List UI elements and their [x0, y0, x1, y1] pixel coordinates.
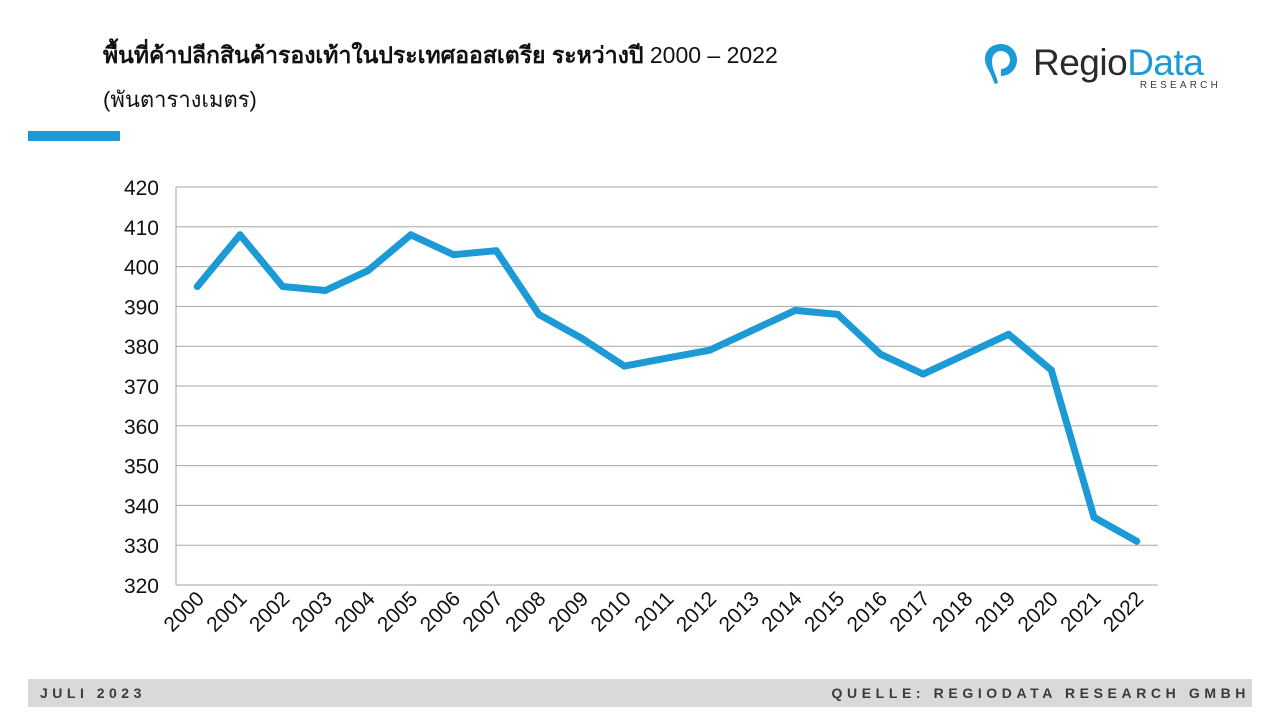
- data-point-2019: [1005, 330, 1013, 338]
- x-tick-label: 2013: [715, 587, 764, 636]
- y-tick-label: 360: [124, 416, 159, 439]
- x-tick-label: 2014: [757, 587, 807, 637]
- y-tick-label: 390: [124, 296, 159, 319]
- series-line: [193, 231, 1141, 545]
- location-pin-icon: [985, 44, 1017, 84]
- data-point-2014: [791, 306, 799, 314]
- logo-wordmark: RegioData: [1033, 40, 1204, 86]
- x-tick-label: 2004: [330, 587, 380, 637]
- data-point-2011: [663, 354, 671, 362]
- x-tick-label: 2009: [544, 587, 593, 636]
- data-point-2005: [407, 231, 415, 239]
- data-point-2002: [279, 283, 287, 290]
- y-tick-label: 320: [124, 575, 159, 598]
- data-point-2013: [748, 326, 756, 334]
- data-point-2015: [834, 310, 842, 318]
- data-point-2020: [1047, 366, 1055, 374]
- y-tick-label: 330: [124, 535, 159, 558]
- x-tick-label: 2012: [672, 587, 721, 636]
- y-tick-label: 400: [124, 257, 159, 280]
- x-tick-label: 2006: [416, 587, 465, 636]
- chart-subtitle: (พันตารางเมตร): [103, 87, 257, 112]
- x-tick-label: 2007: [458, 587, 507, 636]
- data-point-2007: [492, 247, 500, 255]
- y-tick-label: 380: [124, 336, 159, 359]
- x-tick-label: 2021: [1056, 587, 1105, 636]
- data-point-2009: [578, 334, 586, 342]
- data-point-2000: [193, 283, 201, 290]
- logo-tagline: RESEARCH: [1139, 80, 1221, 91]
- footer-date: JULI 2023: [40, 685, 146, 701]
- x-tick-label: 2019: [971, 587, 1020, 636]
- chart-title-text: พื้นที่ค้าปลีกสินค้ารองเท้าในประเทศออสเต…: [103, 42, 644, 68]
- line-chart: 4204104003903803703603503403303202000200…: [124, 177, 1158, 637]
- x-tick-label: 2011: [630, 587, 678, 635]
- data-point-2022: [1133, 537, 1141, 545]
- data-point-2006: [450, 251, 458, 259]
- data-point-2004: [364, 267, 372, 275]
- x-tick-label: 2022: [1099, 587, 1148, 636]
- data-point-2012: [706, 346, 714, 354]
- x-tick-label: 2015: [800, 587, 849, 636]
- footer-source: QUELLE: REGIODATA RESEARCH GMBH: [831, 685, 1250, 701]
- data-point-2010: [620, 362, 628, 370]
- y-tick-label: 410: [124, 217, 159, 240]
- y-tick-label: 370: [124, 376, 159, 399]
- y-tick-label: 420: [124, 177, 159, 200]
- x-tick-label: 2002: [245, 587, 294, 636]
- data-point-2016: [876, 350, 884, 358]
- y-tick-label: 340: [124, 495, 159, 518]
- x-tick-label: 2010: [587, 587, 636, 636]
- x-tick-label: 2003: [288, 587, 337, 636]
- x-tick-label: 2016: [843, 587, 892, 636]
- x-tick-label: 2008: [501, 587, 550, 636]
- x-tick-label: 2000: [160, 587, 209, 636]
- accent-bar: [28, 131, 120, 141]
- x-tick-label: 2020: [1013, 587, 1062, 636]
- data-point-2018: [962, 350, 970, 358]
- regiodata-logo: RegioData RESEARCH: [983, 40, 1233, 96]
- chart-title: พื้นที่ค้าปลีกสินค้ารองเท้าในประเทศออสเต…: [103, 40, 778, 70]
- y-tick-label: 350: [124, 456, 159, 479]
- logo-word-regio: Regio: [1033, 42, 1128, 83]
- chart-title-years: 2000 – 2022: [643, 42, 778, 68]
- data-point-2008: [535, 310, 543, 318]
- x-tick-label: 2005: [373, 587, 422, 636]
- x-tick-label: 2017: [885, 587, 934, 636]
- data-point-2021: [1090, 513, 1098, 521]
- x-tick-label: 2018: [928, 587, 977, 636]
- data-point-2003: [321, 286, 329, 294]
- data-point-2017: [919, 370, 927, 378]
- logo-word-data: Data: [1127, 42, 1204, 83]
- x-tick-label: 2001: [202, 587, 251, 636]
- data-point-2001: [236, 231, 244, 239]
- footer-bar: JULI 2023 QUELLE: REGIODATA RESEARCH GMB…: [28, 679, 1252, 707]
